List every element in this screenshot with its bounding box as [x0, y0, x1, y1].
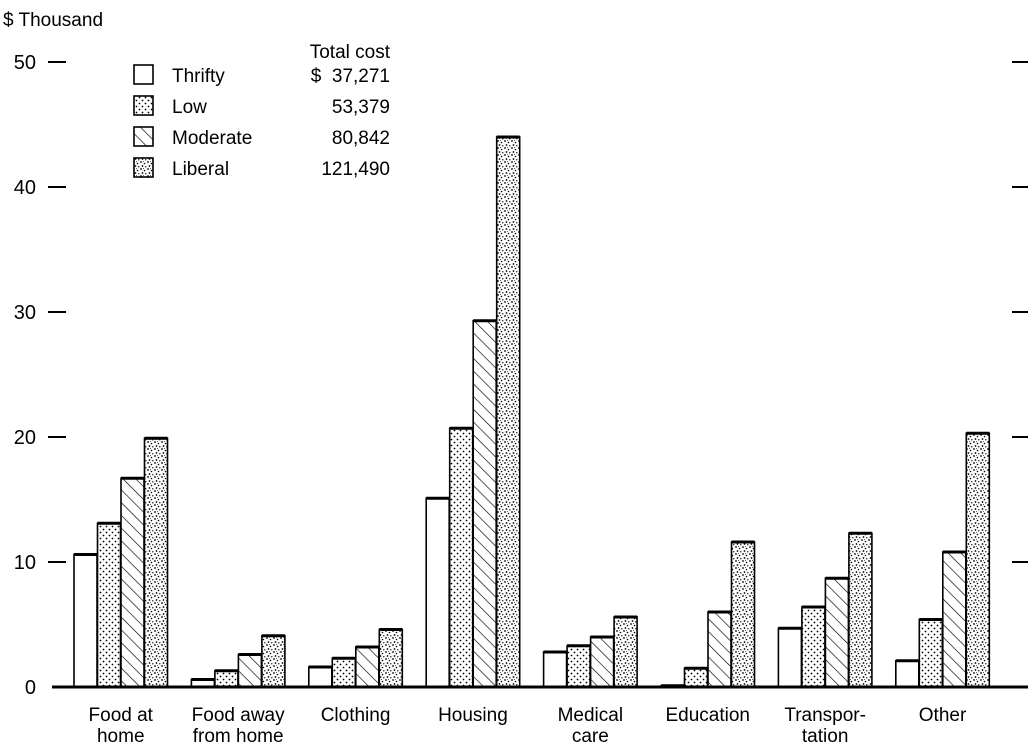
bar-liberal: [613, 616, 638, 688]
legend-swatch-thrifty: [133, 64, 154, 85]
bar-liberal: [730, 541, 756, 688]
legend-header: Total cost: [310, 42, 391, 63]
bar-moderate: [237, 653, 263, 688]
legend-total-cost: 53,379: [332, 97, 390, 118]
bar-liberal: [378, 628, 404, 688]
y-tick-label: 50: [14, 52, 36, 74]
bar-low: [918, 618, 944, 688]
y-axis-label: $ Thousand: [3, 10, 103, 31]
legend-swatch-low: [133, 95, 154, 116]
bar-thrifty: [894, 659, 920, 688]
x-tick-label: Medical: [558, 705, 623, 726]
legend-label: Moderate: [172, 128, 252, 149]
legend-swatch-liberal: [133, 157, 154, 178]
y-tick-label: 10: [14, 552, 36, 574]
bar-liberal: [143, 437, 169, 688]
bar-thrifty: [777, 627, 803, 688]
bar-moderate: [824, 577, 850, 688]
legend-label: Liberal: [172, 159, 229, 180]
legend-label: Low: [172, 97, 207, 118]
bar-liberal: [495, 136, 521, 688]
bar-plot-area: [73, 135, 991, 688]
legend-total-cost: 121,490: [321, 159, 390, 180]
bar-moderate: [472, 319, 498, 688]
legend-total-cost: 80,842: [332, 128, 390, 149]
bar-low: [801, 606, 826, 688]
bar-moderate: [941, 551, 967, 688]
bar-low: [331, 657, 357, 688]
x-tick-label: care: [572, 726, 609, 746]
y-tick-label: 20: [14, 427, 36, 449]
x-tick-label: Other: [919, 705, 967, 726]
x-tick-label: home: [97, 726, 145, 746]
x-tick-label: Education: [665, 705, 750, 726]
bar-thrifty: [542, 651, 568, 688]
bar-thrifty: [307, 666, 333, 688]
bar-low: [566, 644, 591, 688]
x-tick-label: tation: [802, 726, 848, 746]
x-tick-label: Food at: [89, 705, 154, 726]
bar-liberal: [261, 634, 286, 688]
x-tick-label: Clothing: [321, 705, 391, 726]
bar-moderate: [589, 636, 615, 688]
legend-total-cost: $ 37,271: [311, 66, 390, 87]
bar-low: [96, 522, 122, 688]
y-tick-label: 0: [25, 677, 36, 699]
y-tick-label: 40: [14, 177, 36, 199]
bar-low: [683, 667, 709, 688]
y-axis: 0 10 20 30 40 50: [14, 52, 1028, 699]
legend-label: Thrifty: [172, 66, 225, 87]
bar-thrifty: [425, 497, 451, 688]
y-tick-label: 30: [14, 302, 36, 324]
legend-swatch-moderate: [133, 126, 154, 147]
x-tick-label: Food away: [192, 705, 285, 726]
bar-liberal: [848, 532, 873, 688]
x-tick-label: Housing: [438, 705, 508, 726]
bar-moderate: [707, 611, 732, 688]
bar-moderate: [354, 646, 380, 688]
bar-liberal: [965, 432, 991, 688]
bar-low: [448, 427, 474, 688]
bar-thrifty: [73, 553, 98, 688]
bar-moderate: [120, 477, 145, 688]
x-tick-label: from home: [193, 726, 284, 746]
legend: Total cost Thrifty $ 37,271 Low 53,379 Moder…: [133, 42, 391, 180]
x-tick-label: Transpor-: [784, 705, 866, 726]
bar-low: [214, 669, 239, 688]
